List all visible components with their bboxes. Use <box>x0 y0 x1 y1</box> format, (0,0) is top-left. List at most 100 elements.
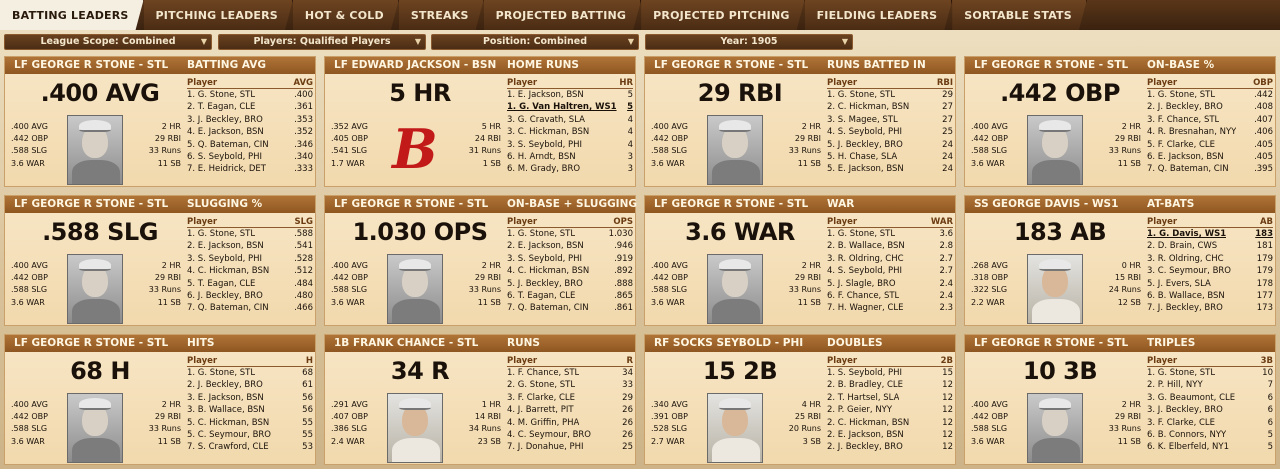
leader-row[interactable]: 5. C. Seymour, BRO 55 <box>187 429 313 441</box>
player-photo[interactable] <box>1027 393 1083 463</box>
leader-row[interactable]: 1. G. Stone, STL 29 <box>827 89 953 101</box>
featured-player-name[interactable]: LF GEORGE R STONE - STL <box>14 59 169 71</box>
tab-hot-cold[interactable]: HOT & COLD <box>293 0 399 30</box>
league-scope-dropdown[interactable]: League Scope: Combined ▼ <box>4 34 212 50</box>
leader-row[interactable]: 3. E. Jackson, BSN 56 <box>187 392 313 404</box>
leader-row[interactable]: 5. J. Beckley, BRO 24 <box>827 139 953 151</box>
leader-row[interactable]: 2. E. Jackson, BSN .541 <box>187 240 313 252</box>
leader-row[interactable]: 5. Q. Bateman, CIN .346 <box>187 139 313 151</box>
column-header-player[interactable]: Player <box>187 217 218 227</box>
featured-player-name[interactable]: SS GEORGE DAVIS - WS1 <box>974 198 1119 210</box>
column-header-player[interactable]: Player <box>507 356 538 366</box>
column-header-player[interactable]: Player <box>507 217 538 227</box>
player-photo[interactable] <box>707 254 763 324</box>
leader-row[interactable]: 3. R. Oldring, CHC 2.7 <box>827 253 953 265</box>
player-photo[interactable] <box>67 115 123 185</box>
leader-row[interactable]: 5. F. Clarke, CLE .405 <box>1147 139 1273 151</box>
player-photo[interactable] <box>707 393 763 463</box>
leader-row[interactable]: 7. Q. Bateman, CIN .861 <box>507 302 633 314</box>
position-dropdown[interactable]: Position: Combined ▼ <box>431 34 639 50</box>
featured-player-name[interactable]: LF GEORGE R STONE - STL <box>654 198 809 210</box>
tab-projected-batting[interactable]: PROJECTED BATTING <box>484 0 642 30</box>
leader-row[interactable]: 6. J. Beckley, BRO .480 <box>187 290 313 302</box>
column-header-player[interactable]: Player <box>1147 78 1178 88</box>
leader-row[interactable]: 6. B. Connors, NYY 5 <box>1147 429 1273 441</box>
leader-row[interactable]: 2. B. Bradley, CLE 12 <box>827 379 953 391</box>
leader-row[interactable]: 3. S. Seybold, PHI 4 <box>507 139 633 151</box>
leader-row[interactable]: 2. C. Hickman, BSN 27 <box>827 101 953 113</box>
leader-row[interactable]: 5. J. Evers, SLA 178 <box>1147 278 1273 290</box>
leader-row[interactable]: 2. P. Geier, NYY 12 <box>827 404 953 416</box>
leader-row[interactable]: 5. T. Eagan, CLE .484 <box>187 278 313 290</box>
leader-row[interactable]: 3. R. Oldring, CHC 179 <box>1147 253 1273 265</box>
leader-row[interactable]: 3. S. Magee, STL 27 <box>827 114 953 126</box>
leader-row[interactable]: 1. G. Stone, STL 1.030 <box>507 228 633 240</box>
leader-row[interactable]: 6. E. Jackson, BSN .405 <box>1147 151 1273 163</box>
column-header-player[interactable]: Player <box>187 356 218 366</box>
player-photo[interactable] <box>67 254 123 324</box>
leader-row[interactable]: 5. C. Hickman, BSN 55 <box>187 417 313 429</box>
leader-row[interactable]: 2. E. Jackson, BSN .946 <box>507 240 633 252</box>
column-header-player[interactable]: Player <box>827 78 858 88</box>
column-header-stat[interactable]: HR <box>619 78 633 88</box>
column-header-stat[interactable]: H <box>305 356 313 366</box>
column-header-player[interactable]: Player <box>1147 356 1178 366</box>
leader-row[interactable]: 7. J. Donahue, PHI 25 <box>507 441 633 453</box>
leader-row[interactable]: 2. T. Hartsel, SLA 12 <box>827 392 953 404</box>
featured-player-name[interactable]: LF EDWARD JACKSON - BSN <box>334 59 497 71</box>
leader-row[interactable]: 6. H. Arndt, BSN 3 <box>507 151 633 163</box>
leader-row[interactable]: 4. S. Seybold, PHI 2.7 <box>827 265 953 277</box>
leader-row[interactable]: 1. E. Jackson, BSN 5 <box>507 89 633 101</box>
column-header-player[interactable]: Player <box>827 356 858 366</box>
player-photo[interactable] <box>67 393 123 463</box>
featured-player-name[interactable]: LF GEORGE R STONE - STL <box>334 198 489 210</box>
leader-row[interactable]: 3. J. Beckley, BRO 6 <box>1147 404 1273 416</box>
featured-player-name[interactable]: LF GEORGE R STONE - STL <box>974 337 1129 349</box>
leader-row[interactable]: 4. C. Hickman, BSN .512 <box>187 265 313 277</box>
column-header-stat[interactable]: WAR <box>930 217 953 227</box>
column-header-player[interactable]: Player <box>1147 217 1178 227</box>
leader-row[interactable]: 6. F. Chance, STL 2.4 <box>827 290 953 302</box>
column-header-stat[interactable]: AB <box>1259 217 1273 227</box>
column-header-stat[interactable]: SLG <box>294 217 313 227</box>
leader-row[interactable]: 3. J. Beckley, BRO .353 <box>187 114 313 126</box>
leader-row[interactable]: 1. G. Stone, STL 68 <box>187 367 313 379</box>
leader-row[interactable]: 3. S. Seybold, PHI .528 <box>187 253 313 265</box>
leader-row[interactable]: 1. F. Chance, STL 34 <box>507 367 633 379</box>
player-photo[interactable] <box>1027 115 1083 185</box>
column-header-stat[interactable]: AVG <box>293 78 313 88</box>
leader-row[interactable]: 1. S. Seybold, PHI 15 <box>827 367 953 379</box>
column-header-stat[interactable]: RBI <box>936 78 953 88</box>
leader-row[interactable]: 7. Q. Bateman, CIN .395 <box>1147 163 1273 175</box>
player-photo[interactable] <box>707 115 763 185</box>
leader-row[interactable]: 4. C. Hickman, BSN .892 <box>507 265 633 277</box>
leader-row[interactable]: 7. Q. Bateman, CIN .466 <box>187 302 313 314</box>
column-header-player[interactable]: Player <box>827 217 858 227</box>
column-header-stat[interactable]: OBP <box>1253 78 1273 88</box>
leader-row[interactable]: 4. R. Bresnahan, NYY .406 <box>1147 126 1273 138</box>
leader-row[interactable]: 2. T. Eagan, CLE .361 <box>187 101 313 113</box>
leader-row[interactable]: 1. G. Van Haltren, WS1 5 <box>507 101 633 113</box>
featured-player-name[interactable]: LF GEORGE R STONE - STL <box>14 198 169 210</box>
leader-row[interactable]: 2. E. Jackson, BSN 12 <box>827 429 953 441</box>
leader-row[interactable]: 5. H. Chase, SLA 24 <box>827 151 953 163</box>
player-photo[interactable] <box>387 254 443 324</box>
leader-row[interactable]: 3. S. Seybold, PHI .919 <box>507 253 633 265</box>
leader-row[interactable]: 3. G. Cravath, SLA 4 <box>507 114 633 126</box>
leader-row[interactable]: 3. B. Wallace, BSN 56 <box>187 404 313 416</box>
leader-row[interactable]: 4. M. Griffin, PHA 26 <box>507 417 633 429</box>
player-photo[interactable] <box>1027 254 1083 324</box>
leader-row[interactable]: 2. G. Stone, STL 33 <box>507 379 633 391</box>
leader-row[interactable]: 2. J. Beckley, BRO 12 <box>827 441 953 453</box>
leader-row[interactable]: 7. S. Crawford, CLE 53 <box>187 441 313 453</box>
players-dropdown[interactable]: Players: Qualified Players ▼ <box>218 34 426 50</box>
leader-row[interactable]: 3. F. Chance, STL .407 <box>1147 114 1273 126</box>
leader-row[interactable]: 2. C. Hickman, BSN 12 <box>827 417 953 429</box>
leader-row[interactable]: 4. S. Seybold, PHI 25 <box>827 126 953 138</box>
leader-row[interactable]: 1. G. Davis, WS1 183 <box>1147 228 1273 240</box>
leader-row[interactable]: 2. J. Beckley, BRO 61 <box>187 379 313 391</box>
leader-row[interactable]: 3. F. Clarke, CLE 6 <box>1147 417 1273 429</box>
leader-row[interactable]: 3. C. Hickman, BSN 4 <box>507 126 633 138</box>
leader-row[interactable]: 2. D. Brain, CWS 181 <box>1147 240 1273 252</box>
leader-row[interactable]: 2. P. Hill, NYY 7 <box>1147 379 1273 391</box>
